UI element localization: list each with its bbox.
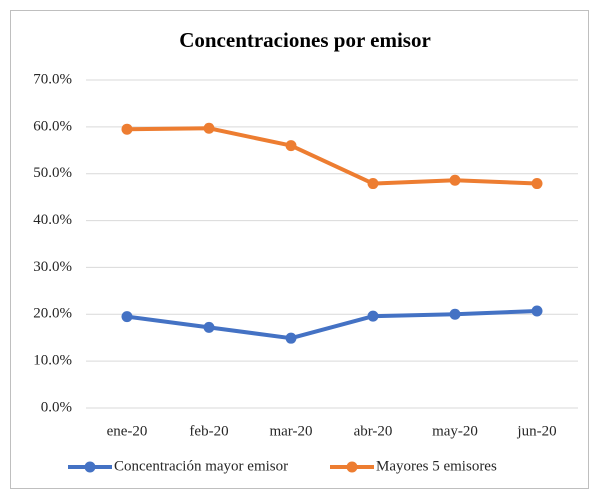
legend-marker xyxy=(346,461,358,473)
x-tick-label: ene-20 xyxy=(107,423,148,439)
point xyxy=(449,308,461,320)
x-tick-label: jun-20 xyxy=(516,423,556,439)
point xyxy=(531,305,543,317)
legend-label: Mayores 5 emisores xyxy=(376,458,497,474)
y-tick-label: 40.0% xyxy=(33,212,72,228)
point xyxy=(367,178,379,190)
chart-title: Concentraciones por emisor xyxy=(179,28,431,52)
point xyxy=(121,123,133,135)
point xyxy=(203,321,215,333)
x-tick-label: may-20 xyxy=(432,423,478,439)
series-line xyxy=(126,309,538,341)
series-line xyxy=(126,126,538,186)
x-tick-label: abr-20 xyxy=(354,423,393,439)
point xyxy=(285,332,297,344)
legend-label: Concentración mayor emisor xyxy=(114,458,288,474)
point xyxy=(367,310,379,322)
y-tick-label: 60.0% xyxy=(33,118,72,134)
x-tick-label: mar-20 xyxy=(269,423,312,439)
chart-border xyxy=(10,10,589,489)
y-tick-label: 70.0% xyxy=(33,71,72,87)
y-tick-label: 20.0% xyxy=(33,306,72,322)
point xyxy=(449,174,461,186)
point xyxy=(285,140,297,152)
y-tick-label: 0.0% xyxy=(41,399,72,415)
point xyxy=(531,178,543,190)
point xyxy=(121,311,133,323)
y-tick-label: 30.0% xyxy=(33,259,72,275)
legend-marker xyxy=(84,461,96,473)
point xyxy=(203,122,215,134)
y-tick-label: 10.0% xyxy=(33,353,72,369)
y-tick-label: 50.0% xyxy=(33,165,72,181)
x-tick-label: feb-20 xyxy=(189,423,228,439)
